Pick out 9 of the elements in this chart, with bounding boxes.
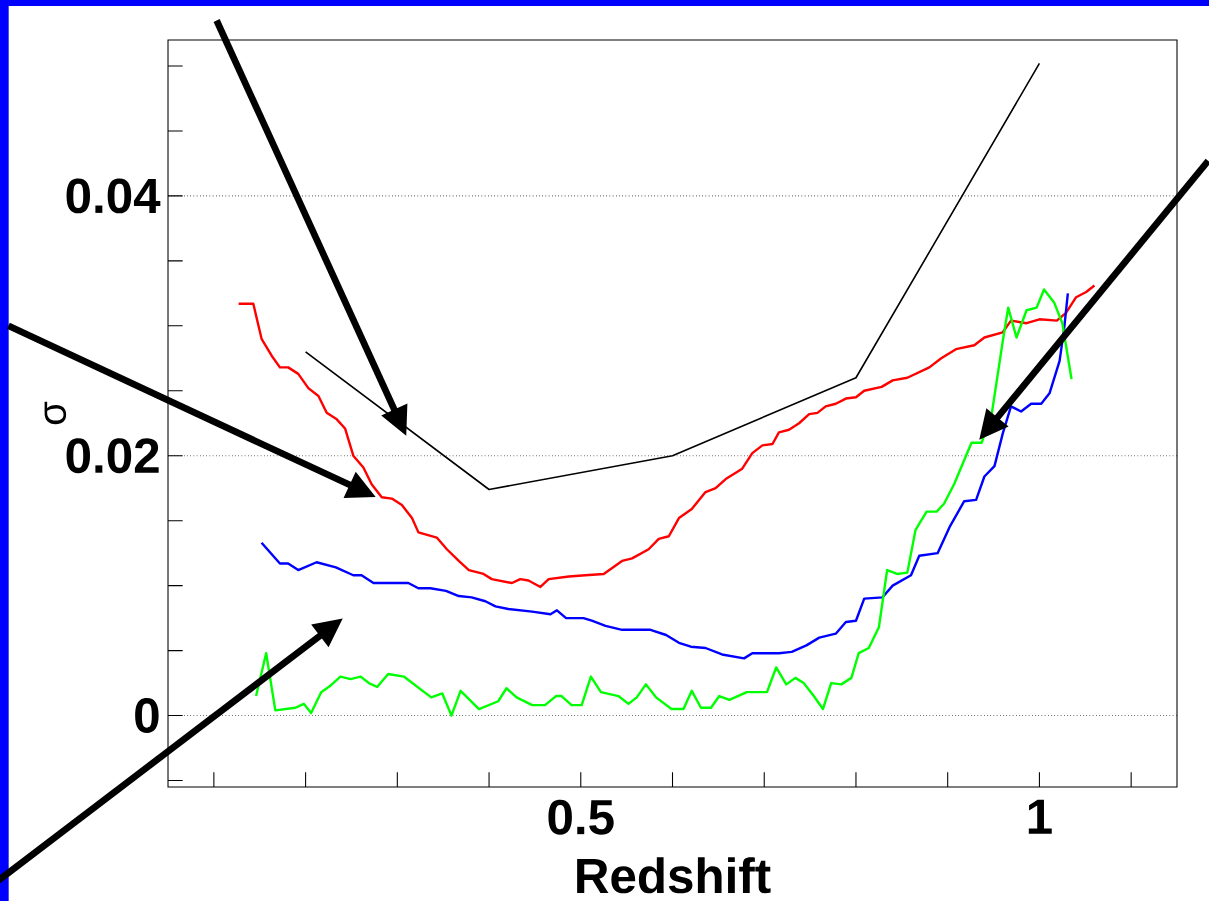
line-series [260,292,1070,660]
line-series [254,288,1073,717]
y-axis-title: σ [44,401,67,425]
x-tick-label: 0.5 [548,799,614,835]
x-axis-title: Redshift [577,857,771,894]
x-tick-label: 1 [1028,799,1052,834]
y-tick-label: 0.02 [66,438,159,474]
y-tick-label: 0.04 [66,178,161,214]
y-tick-label: 0 [135,698,159,734]
